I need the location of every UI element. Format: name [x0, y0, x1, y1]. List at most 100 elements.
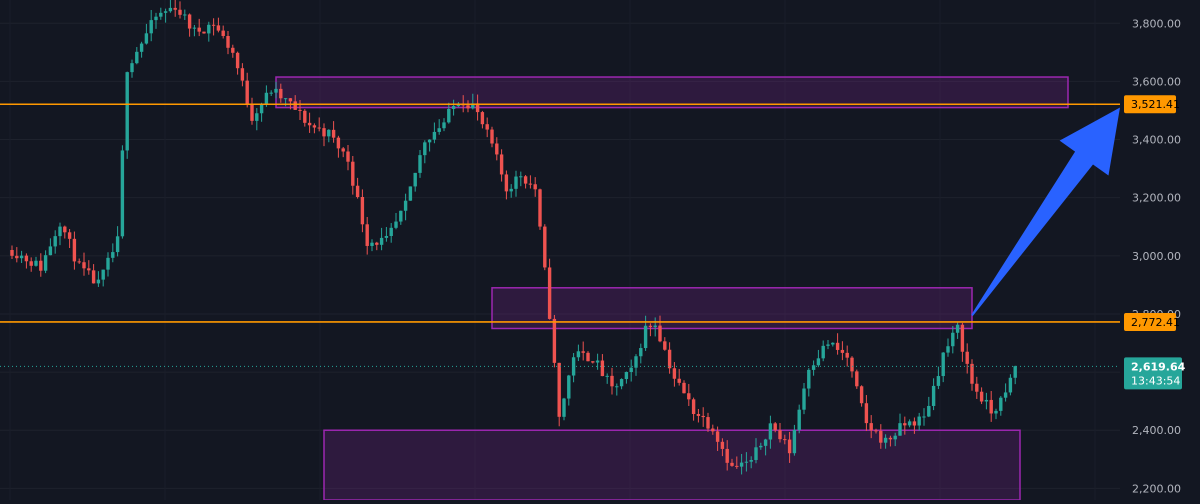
candle: [139, 41, 144, 58]
candle: [773, 422, 777, 433]
candle: [898, 413, 902, 436]
candle: [360, 189, 365, 233]
candle-body: [303, 110, 307, 123]
zone-rectangle[interactable]: [275, 76, 1069, 109]
candle: [725, 440, 729, 471]
candle-body: [130, 63, 134, 73]
candle-body: [984, 399, 989, 402]
candle: [903, 416, 907, 435]
candle: [384, 227, 389, 242]
candle: [154, 12, 158, 29]
candle: [514, 170, 518, 197]
candle: [29, 257, 33, 272]
candle: [567, 374, 571, 406]
candle-body: [427, 139, 432, 143]
candle: [859, 385, 864, 407]
candle-body: [903, 423, 907, 426]
candle: [67, 229, 72, 249]
candle-body: [528, 183, 533, 185]
zone-rectangle[interactable]: [323, 429, 1021, 501]
candle-body: [519, 176, 523, 178]
candle: [19, 250, 24, 264]
candle: [178, 1, 182, 19]
candle: [634, 354, 638, 376]
candle-body: [759, 445, 763, 448]
candle-body: [922, 416, 926, 418]
candle: [768, 415, 773, 449]
candle-body: [951, 332, 955, 347]
candle: [874, 428, 878, 434]
candle-body: [192, 27, 197, 29]
candle: [120, 145, 125, 239]
candle-body: [739, 462, 744, 467]
candle-body: [917, 416, 921, 426]
candle-body: [87, 268, 91, 271]
candle-body: [408, 186, 413, 201]
candle: [931, 378, 936, 411]
candle: [346, 144, 350, 171]
candle: [389, 223, 393, 243]
candle-countdown-label: 13:43:54: [1131, 374, 1180, 387]
price-axis-background[interactable]: [1120, 0, 1200, 500]
candle: [639, 343, 643, 364]
candle: [509, 184, 513, 198]
candle-body: [730, 462, 734, 466]
candle-body: [240, 68, 245, 81]
candle: [423, 140, 427, 164]
candle-body: [307, 122, 312, 126]
y-tick-label: 2,200.00: [1132, 482, 1181, 495]
candle: [264, 85, 269, 107]
candle: [557, 362, 561, 427]
candle-body: [312, 125, 317, 128]
candle-body: [787, 439, 792, 454]
candle-body: [754, 447, 758, 460]
candle-body: [437, 128, 441, 132]
candle: [653, 317, 657, 337]
candle: [307, 112, 312, 133]
candle: [672, 362, 677, 387]
candle: [605, 373, 609, 384]
candle-body: [586, 352, 590, 362]
candle-body: [48, 246, 53, 256]
candle-body: [77, 261, 81, 263]
price-axis[interactable]: 2,200.002,400.002,600.002,800.003,000.00…: [1120, 0, 1200, 500]
candle: [499, 149, 504, 182]
candle: [955, 322, 960, 339]
candle: [293, 95, 297, 110]
candle-body: [648, 325, 653, 328]
y-tick-label: 3,600.00: [1132, 75, 1181, 88]
candle: [355, 177, 360, 199]
projection-arrow-shape[interactable]: [971, 107, 1120, 316]
candle-body: [744, 461, 749, 463]
candle-body: [43, 255, 48, 271]
candle-body: [15, 255, 19, 259]
candle: [591, 361, 595, 364]
candle-body: [447, 108, 451, 123]
candle-body: [634, 356, 638, 368]
candle: [240, 63, 245, 87]
candle-body: [581, 351, 585, 353]
candle: [754, 438, 758, 464]
candle: [595, 353, 600, 370]
candle: [687, 383, 691, 406]
candle: [96, 271, 101, 287]
y-tick-label: 3,800.00: [1132, 17, 1181, 30]
candle-body: [619, 379, 624, 387]
candle: [523, 174, 528, 189]
candle: [173, 0, 177, 17]
candle: [58, 222, 62, 246]
candle-body: [34, 260, 38, 266]
candle: [759, 442, 763, 450]
projection-arrow: [971, 107, 1120, 316]
candle-body: [226, 36, 230, 48]
candle: [216, 17, 221, 33]
candle-body: [202, 31, 206, 34]
candle: [408, 186, 413, 201]
candle-body: [231, 47, 235, 53]
candle-body: [595, 360, 600, 363]
candle-body: [346, 151, 350, 162]
candle-body: [543, 226, 547, 268]
candle-body: [639, 348, 643, 357]
